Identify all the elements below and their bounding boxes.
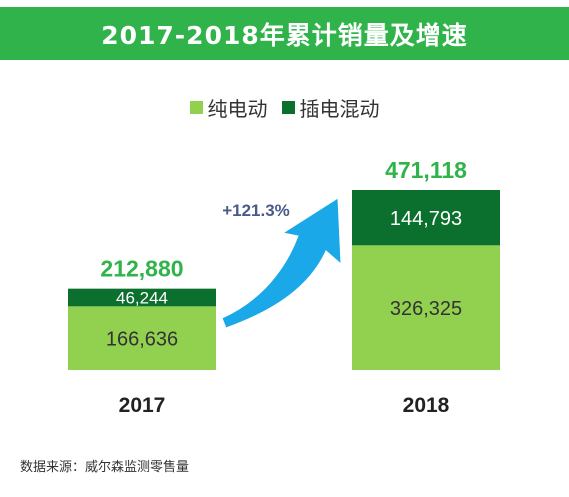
x-tick-2017: 2017: [119, 394, 166, 417]
bar-2017-bev: [68, 306, 216, 370]
growth-label: +121.3%: [222, 201, 290, 220]
legend-item-phev: 插电混动: [281, 93, 380, 122]
legend: 纯电动 插电混动: [0, 93, 569, 122]
bar-2017-phev: [68, 288, 216, 307]
data-label-2018-phev: 144,793: [390, 208, 462, 230]
x-tick-2018: 2018: [403, 394, 450, 417]
legend-label-bev: 纯电动: [207, 96, 268, 121]
chart-title: 2017-2018年累计销量及增速: [101, 20, 468, 50]
data-label-2018-bev: 326,325: [390, 298, 462, 320]
title-bar: 2017-2018年累计销量及增速: [0, 7, 569, 60]
data-label-2017-phev: 46,244: [116, 289, 168, 308]
growth-arrow-icon: [221, 197, 342, 329]
total-label-2017: 212,880: [100, 256, 183, 282]
total-label-2018: 471,118: [385, 157, 467, 183]
data-label-2017-bev: 166,636: [106, 328, 178, 350]
legend-swatch-bev: [189, 100, 203, 114]
legend-item-bev: 纯电动: [189, 93, 268, 122]
source-note: 数据来源：威尔森监测零售量: [20, 460, 190, 475]
bar-2018-phev: [352, 190, 500, 246]
bar-2018-bev: [352, 245, 500, 370]
legend-label-phev: 插电混动: [299, 96, 380, 121]
legend-swatch-phev: [281, 100, 295, 114]
